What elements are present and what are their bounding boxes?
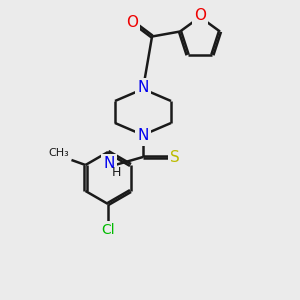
Text: Cl: Cl bbox=[101, 223, 115, 237]
Text: CH₃: CH₃ bbox=[49, 148, 70, 158]
Text: N: N bbox=[103, 157, 115, 172]
Text: H: H bbox=[111, 167, 121, 179]
Text: O: O bbox=[126, 15, 138, 30]
Text: N: N bbox=[137, 80, 149, 95]
Text: O: O bbox=[194, 8, 206, 23]
Text: S: S bbox=[170, 149, 180, 164]
Text: N: N bbox=[137, 128, 149, 143]
